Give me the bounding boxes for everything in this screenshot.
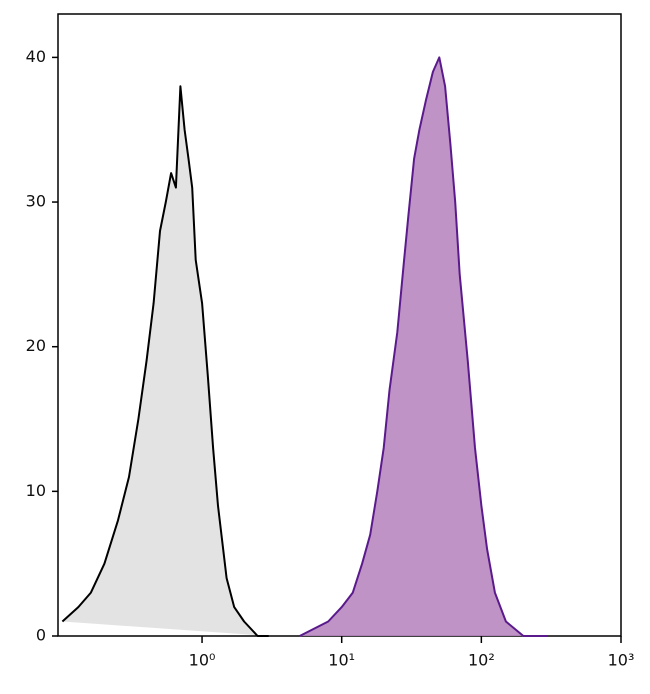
y-tick-label: 40 (26, 47, 46, 66)
y-tick-label: 20 (26, 336, 46, 355)
y-tick-label: 30 (26, 192, 46, 211)
x-tick-label: 10³ (608, 651, 635, 670)
histogram-area (299, 56, 548, 637)
x-tick-label: 10² (468, 651, 495, 670)
histogram-area (61, 85, 269, 637)
x-tick-label: 10⁰ (189, 651, 216, 670)
y-tick-label: 10 (26, 481, 46, 500)
x-tick-label: 10¹ (328, 651, 355, 670)
y-tick-label: 0 (36, 626, 46, 645)
